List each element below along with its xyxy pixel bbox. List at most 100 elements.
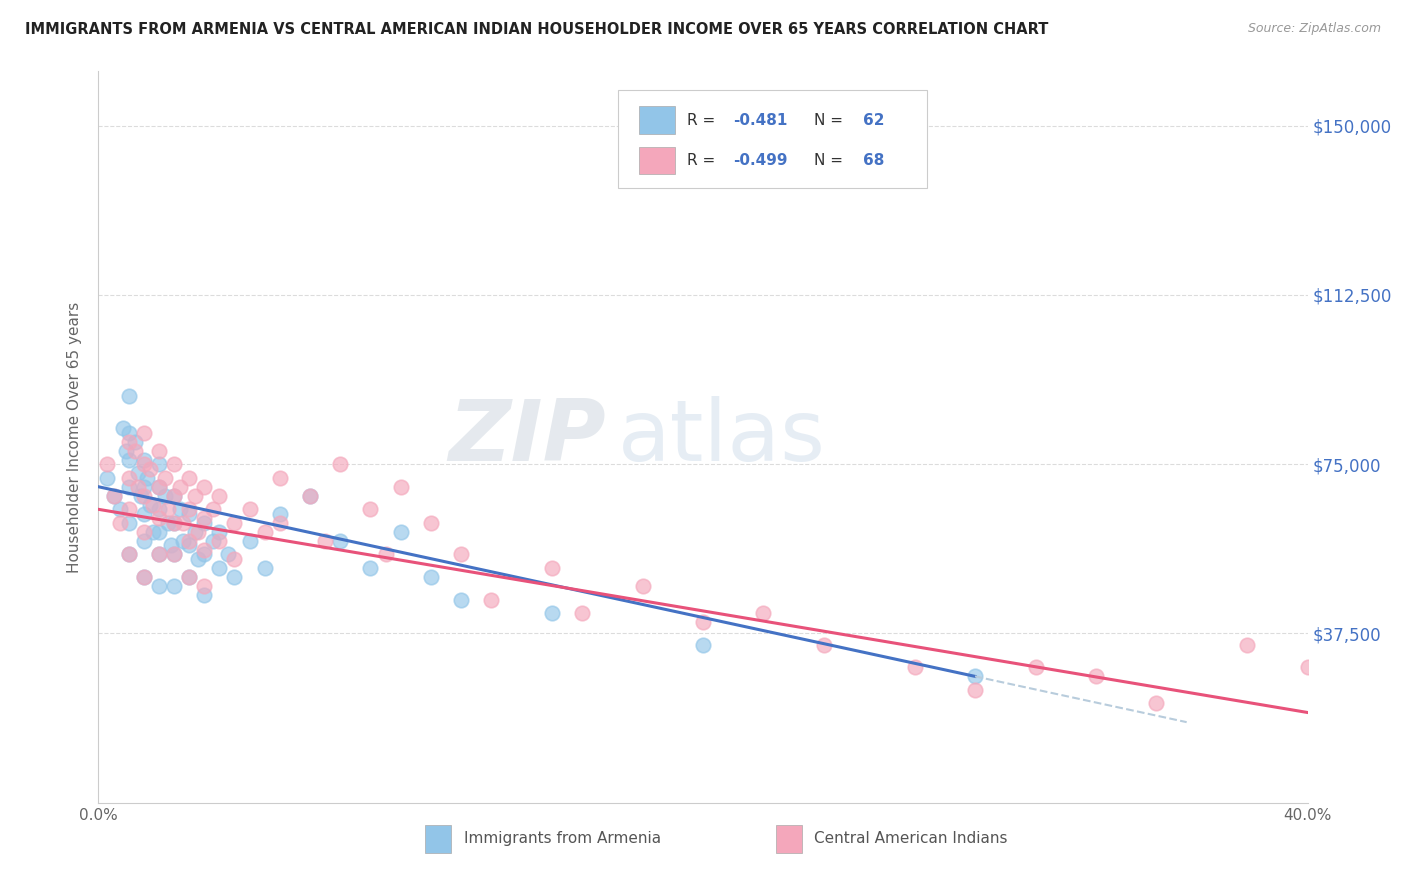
Point xyxy=(193,543,215,558)
Point xyxy=(208,489,231,503)
Point xyxy=(239,533,262,548)
Text: 62: 62 xyxy=(863,113,884,128)
Point xyxy=(217,548,239,562)
Point xyxy=(269,507,291,521)
Point xyxy=(163,489,186,503)
Point xyxy=(389,480,412,494)
Point xyxy=(752,606,775,620)
Point xyxy=(208,524,231,539)
Point xyxy=(169,502,191,516)
Point xyxy=(179,502,201,516)
Point xyxy=(103,489,125,503)
Point xyxy=(193,516,215,530)
Point xyxy=(127,480,149,494)
Bar xyxy=(638,106,675,135)
Point xyxy=(193,579,215,593)
Point xyxy=(132,425,155,440)
Point xyxy=(184,489,207,503)
Point xyxy=(127,466,149,480)
Point xyxy=(187,552,209,566)
Point xyxy=(540,561,562,575)
Point xyxy=(692,638,714,652)
Point xyxy=(153,471,176,485)
Point xyxy=(571,606,593,620)
Point xyxy=(132,489,155,503)
Point xyxy=(148,579,170,593)
Y-axis label: Householder Income Over 65 years: Householder Income Over 65 years xyxy=(67,301,83,573)
Point xyxy=(118,548,141,562)
Point xyxy=(420,570,443,584)
Point xyxy=(118,480,141,494)
Point xyxy=(132,480,155,494)
Point xyxy=(148,443,170,458)
Point xyxy=(179,471,201,485)
Point xyxy=(108,516,131,530)
Point xyxy=(163,516,186,530)
Point xyxy=(148,480,170,494)
Point xyxy=(179,538,201,552)
Point xyxy=(329,533,352,548)
Text: IMMIGRANTS FROM ARMENIA VS CENTRAL AMERICAN INDIAN HOUSEHOLDER INCOME OVER 65 YE: IMMIGRANTS FROM ARMENIA VS CENTRAL AMERI… xyxy=(25,22,1049,37)
Point xyxy=(813,638,835,652)
Point xyxy=(224,552,246,566)
Point xyxy=(118,516,141,530)
Point xyxy=(148,480,170,494)
Point xyxy=(481,592,503,607)
Point xyxy=(108,502,131,516)
Point xyxy=(148,457,170,471)
Text: ZIP: ZIP xyxy=(449,395,606,479)
Point xyxy=(965,669,987,683)
Point xyxy=(172,516,194,530)
Text: R =: R = xyxy=(688,113,720,128)
Point xyxy=(269,516,291,530)
Point xyxy=(103,489,125,503)
Point xyxy=(169,480,191,494)
Point xyxy=(224,570,246,584)
Point xyxy=(904,660,927,674)
Point xyxy=(153,489,176,503)
Point xyxy=(202,533,225,548)
Point xyxy=(208,561,231,575)
Point xyxy=(163,548,186,562)
Text: Immigrants from Armenia: Immigrants from Armenia xyxy=(464,831,661,847)
Point xyxy=(1296,660,1319,674)
FancyBboxPatch shape xyxy=(619,90,927,188)
Bar xyxy=(425,825,451,853)
Point xyxy=(631,579,654,593)
Point xyxy=(329,457,352,471)
Point xyxy=(96,457,118,471)
Point xyxy=(184,524,207,539)
Point xyxy=(374,548,396,562)
Point xyxy=(129,489,152,503)
Point xyxy=(1024,660,1046,674)
Point xyxy=(314,533,336,548)
Point xyxy=(179,570,201,584)
Point xyxy=(124,443,146,458)
Point xyxy=(142,524,165,539)
Point xyxy=(156,502,179,516)
Point xyxy=(1085,669,1108,683)
Point xyxy=(114,443,136,458)
Point xyxy=(540,606,562,620)
Point xyxy=(132,570,155,584)
Point xyxy=(139,498,162,512)
Point xyxy=(450,548,472,562)
Point xyxy=(156,516,179,530)
Point xyxy=(163,457,186,471)
Text: N =: N = xyxy=(814,113,848,128)
Point xyxy=(269,471,291,485)
Point xyxy=(202,502,225,516)
Point xyxy=(1236,638,1258,652)
Point xyxy=(132,570,155,584)
Point xyxy=(118,548,141,562)
Point xyxy=(132,457,155,471)
Text: -0.481: -0.481 xyxy=(734,113,787,128)
Point xyxy=(1144,697,1167,711)
Point xyxy=(450,592,472,607)
Point xyxy=(148,502,170,516)
Point xyxy=(179,533,201,548)
Point xyxy=(118,425,141,440)
Text: R =: R = xyxy=(688,153,720,168)
Point xyxy=(187,524,209,539)
Point xyxy=(135,471,157,485)
